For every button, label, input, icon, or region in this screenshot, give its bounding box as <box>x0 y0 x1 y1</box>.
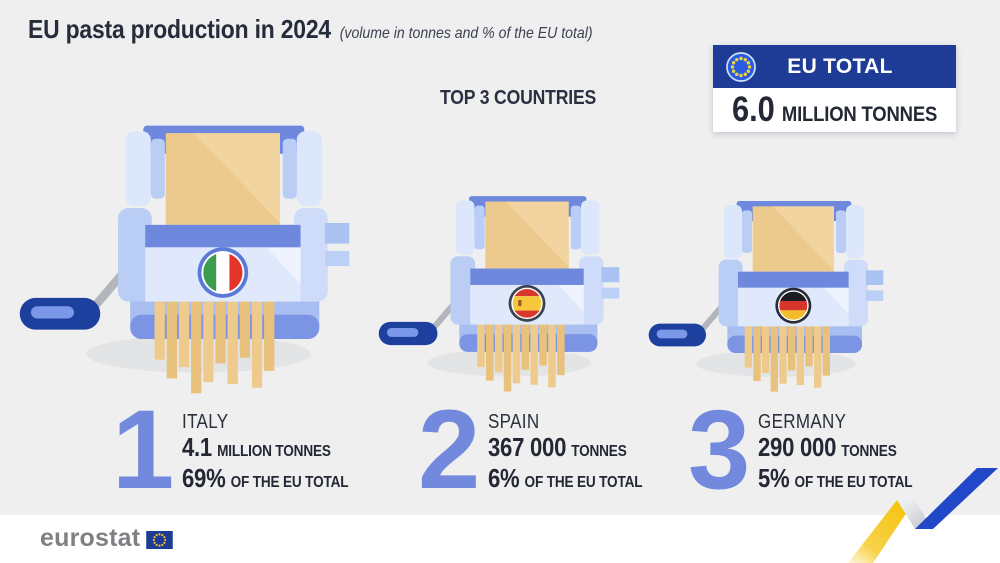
rank-row-italy: 1 ITALY 4.1 MILLION TONNES 69% OF THE EU… <box>112 387 378 512</box>
eurostat-flag-icon <box>146 531 173 549</box>
page-subtitle: (volume in tonnes and % of the EU total) <box>339 25 593 42</box>
rank-number: 1 <box>112 387 174 512</box>
pasta-machine-germany <box>646 197 886 397</box>
production-unit: TONNES <box>841 443 898 460</box>
eurostat-logo: eurostat <box>40 524 173 553</box>
title-block: EU pasta production in 2024 (volume in t… <box>28 14 593 45</box>
eurostat-wordmark: eurostat <box>40 524 141 552</box>
production-value: 290 000 <box>758 432 837 462</box>
eurostat-ribbon-decoration <box>848 468 998 563</box>
rank-number: 2 <box>418 387 480 512</box>
eu-total-body: 6.0 MILLION TONNES <box>713 88 956 132</box>
production-unit: MILLION TONNES <box>217 443 332 460</box>
share-value: 5% <box>758 463 790 493</box>
country-name: SPAIN <box>488 411 540 433</box>
pasta-machine-italy <box>16 120 353 401</box>
country-name: ITALY <box>182 411 229 433</box>
eu-total-unit: MILLION TONNES <box>781 103 938 126</box>
rank-number: 3 <box>688 387 750 512</box>
section-heading: TOP 3 COUNTRIES <box>440 87 597 109</box>
production-value: 367 000 <box>488 432 567 462</box>
production-unit: TONNES <box>571 443 628 460</box>
share-value: 6% <box>488 463 520 493</box>
eu-total-card: EU TOTAL 6.0 MILLION TONNES <box>713 45 956 132</box>
share-label: OF THE EU TOTAL <box>230 474 349 491</box>
share-label: OF THE EU TOTAL <box>794 474 913 491</box>
rank-row-germany: 3 GERMANY 290 000 TONNES 5% OF THE EU TO… <box>688 387 940 512</box>
share-value: 69% <box>182 463 226 493</box>
pasta-machine-spain <box>376 192 622 397</box>
country-name: GERMANY <box>758 411 847 433</box>
eu-flag-icon <box>724 50 758 84</box>
eu-total-header: EU TOTAL <box>713 45 956 88</box>
eu-total-label: EU TOTAL <box>787 54 893 78</box>
eu-total-value: 6.0 <box>731 90 775 129</box>
share-label: OF THE EU TOTAL <box>524 474 643 491</box>
footer-strip: eurostat <box>0 515 1000 563</box>
production-value: 4.1 <box>182 432 213 462</box>
page-title: EU pasta production in 2024 <box>28 14 331 44</box>
rank-row-spain: 2 SPAIN 367 000 TONNES 6% OF THE EU TOTA… <box>418 387 670 512</box>
